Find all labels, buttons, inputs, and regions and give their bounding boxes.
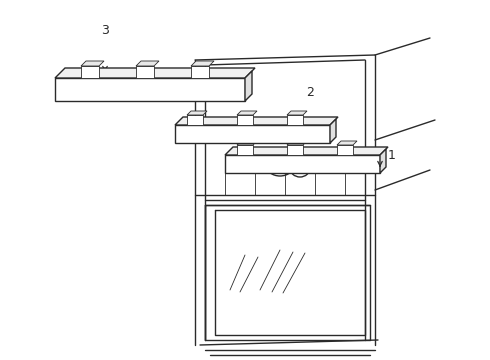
Polygon shape	[136, 66, 154, 78]
Polygon shape	[330, 119, 336, 143]
Polygon shape	[287, 141, 307, 145]
Polygon shape	[337, 141, 357, 145]
Polygon shape	[380, 149, 386, 173]
Polygon shape	[55, 68, 255, 78]
Polygon shape	[187, 111, 207, 115]
Polygon shape	[337, 145, 353, 155]
Polygon shape	[287, 145, 303, 155]
Polygon shape	[81, 61, 104, 66]
Polygon shape	[237, 145, 253, 155]
Polygon shape	[225, 155, 380, 173]
Polygon shape	[237, 111, 257, 115]
Polygon shape	[175, 125, 330, 143]
Polygon shape	[55, 78, 245, 101]
Polygon shape	[237, 141, 257, 145]
Polygon shape	[287, 111, 307, 115]
Polygon shape	[136, 61, 159, 66]
Text: 2: 2	[306, 86, 314, 99]
Polygon shape	[225, 147, 388, 155]
Polygon shape	[237, 115, 253, 125]
Text: 3: 3	[101, 23, 109, 36]
Polygon shape	[187, 115, 203, 125]
Polygon shape	[191, 66, 209, 78]
Polygon shape	[175, 117, 338, 125]
Polygon shape	[191, 61, 214, 66]
Polygon shape	[287, 115, 303, 125]
Polygon shape	[245, 71, 252, 101]
Polygon shape	[81, 66, 99, 78]
Text: 1: 1	[388, 149, 396, 162]
